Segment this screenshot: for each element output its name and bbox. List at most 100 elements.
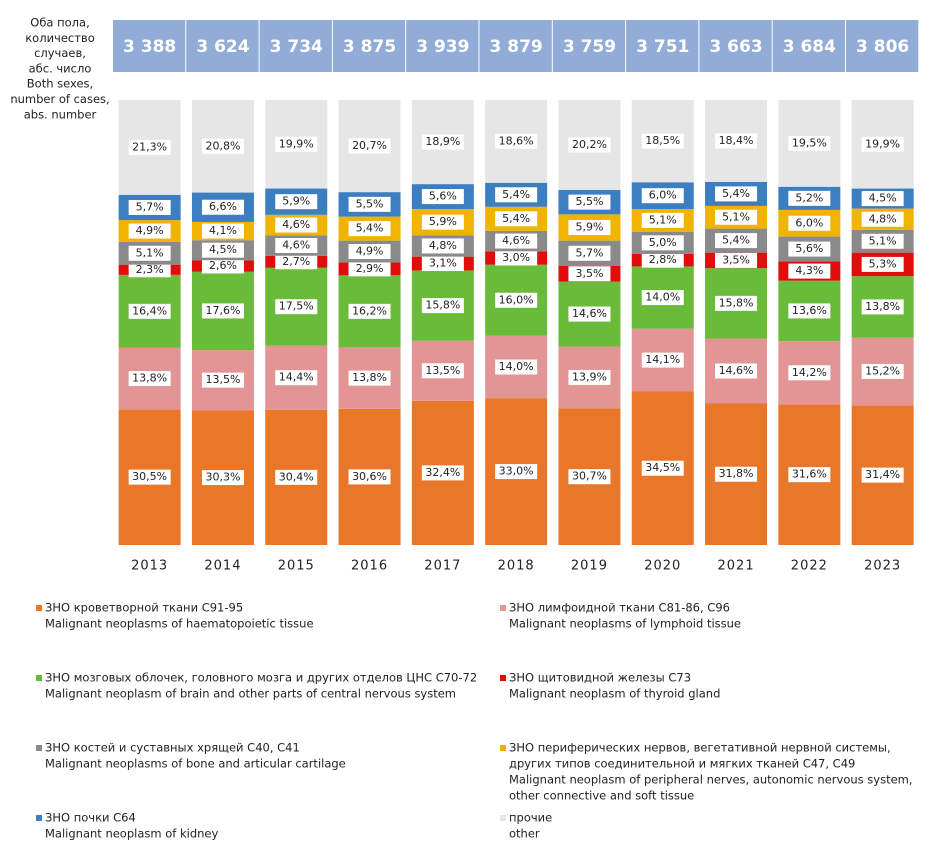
value-label-box [568,266,611,282]
value-label: 4,8% [429,239,457,252]
value-label-box [641,352,684,368]
legend-label: других типов соединительной и мягких тка… [509,757,855,771]
value-label-box [495,464,538,480]
value-label-box [128,469,171,485]
legend-label: ЗНО костей и суставных хрящей C40, C41 [45,741,300,755]
value-label-box [348,221,391,237]
value-label: 2,8% [649,253,677,266]
value-label-box [861,299,904,315]
value-label: 20,7% [352,139,387,152]
value-label-box [201,258,244,274]
legend-label: ЗНО кроветворной ткани C91-95 [45,601,243,615]
value-label-box [275,238,318,254]
value-label-box [201,470,244,486]
total-cell [186,20,259,72]
totals-label: Оба пола, [30,16,89,30]
x-tick-label: 2017 [424,559,461,574]
value-label: 13,8% [352,371,387,384]
value-label: 15,2% [865,364,900,377]
value-label: 19,9% [279,137,314,150]
value-label-box [715,295,758,311]
value-label: 17,6% [205,304,240,317]
value-label: 5,1% [722,210,750,223]
value-label-box [128,303,171,319]
total-cell [332,20,406,72]
value-label-box [788,467,831,483]
x-tick-label: 2013 [131,559,168,574]
value-label: 4,8% [869,212,897,225]
value-label: 3,1% [429,257,457,270]
x-tick-label: 2016 [351,559,388,574]
value-label: 17,5% [279,300,314,313]
value-label-box [788,303,831,319]
value-label-box [421,298,464,314]
value-label: 2,6% [209,259,237,272]
value-label-box [348,303,391,319]
value-label-box [495,187,538,203]
value-label: 2,3% [136,263,164,276]
value-label: 14,2% [792,366,827,379]
value-label-box [275,254,318,270]
value-label-box [861,211,904,227]
value-label: 4,6% [282,218,310,231]
value-label-box [715,133,758,149]
total-label: 3 875 [343,37,396,57]
value-label: 31,6% [792,468,827,481]
value-label-box [275,136,318,152]
value-label: 31,4% [865,468,900,481]
total-cell [259,20,332,72]
value-label: 18,5% [645,134,680,147]
legend-label: Malignant neoplasm of thyroid gland [509,687,720,701]
value-label: 30,6% [352,470,387,483]
value-label-box [201,303,244,319]
legend-swatch [500,745,506,751]
value-label-box [715,186,758,202]
legend-label: Malignant neoplasm of peripheral nerves,… [509,773,913,787]
value-label-box [568,469,611,485]
value-label-box [568,369,611,385]
totals-label: number of cases, [10,92,109,106]
value-label-box [201,199,244,215]
total-label: 3 759 [563,37,616,57]
value-label-box [348,261,391,277]
total-label: 3 684 [783,37,836,57]
value-label-box [788,215,831,231]
value-label: 21,3% [132,140,167,153]
value-label: 5,6% [429,190,457,203]
value-label-box [348,469,391,485]
total-label: 3 624 [196,37,249,57]
legend-label: ЗНО лимфоидной ткани C81-86, C96 [509,601,730,615]
legend-swatch [500,605,506,611]
value-label-box [788,135,831,151]
value-label: 5,5% [356,197,384,210]
value-label: 2,7% [282,255,310,268]
value-label-box [421,256,464,272]
value-label: 14,0% [499,360,534,373]
totals-label: количество [25,31,95,45]
value-label: 4,5% [869,192,897,205]
legend-swatch [36,745,42,751]
total-label: 3 663 [709,37,762,57]
value-label: 13,6% [792,304,827,317]
total-cell [113,20,186,72]
value-label-box [421,363,464,379]
value-label-box [201,372,244,388]
value-label-box [715,233,758,249]
value-label-box [421,465,464,481]
x-tick-label: 2018 [498,559,535,574]
legend-label: ЗНО периферических нервов, вегетативной … [509,741,891,755]
value-label: 18,6% [499,134,534,147]
legend-label: other connective and soft tissue [509,789,694,803]
total-cell [846,20,919,72]
value-label: 5,9% [282,195,310,208]
value-label: 5,4% [502,188,530,201]
value-label: 13,5% [205,373,240,386]
value-label: 5,3% [869,257,897,270]
value-label-box [495,250,538,266]
value-label-box [421,214,464,230]
legend-label: other [509,827,540,841]
value-label-box [641,290,684,306]
total-label: 3 806 [856,37,909,57]
legend-label: ЗНО почки C64 [45,811,136,825]
